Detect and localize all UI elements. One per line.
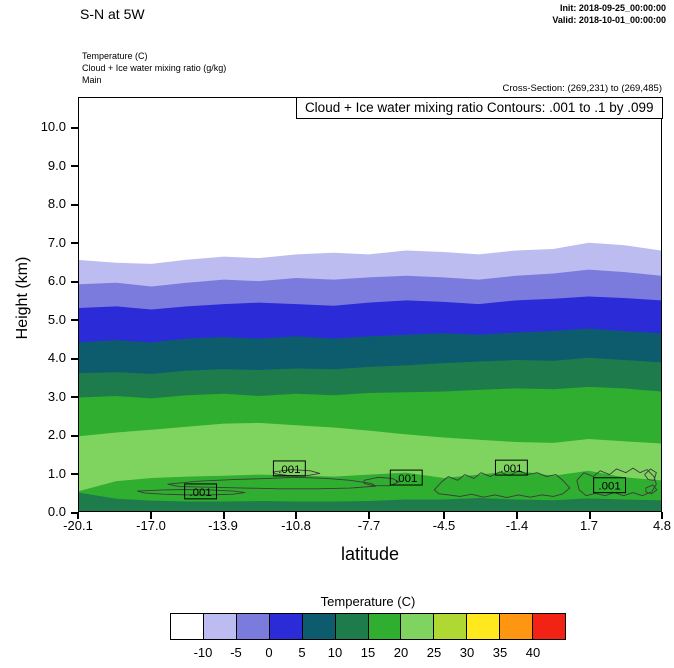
y-tick-mark (71, 127, 78, 129)
y-tick-label: 4.0 (47, 350, 66, 365)
colorbar-title: Temperature (C) (320, 594, 416, 609)
cloud-contour-label: .001 (500, 463, 522, 475)
y-tick-label: 10.0 (40, 119, 66, 134)
cross-section-plot: .001 .001 .001 .001 .001 Cloud + Ice water m… (78, 96, 663, 512)
colorbar-tick-label: -5 (230, 645, 242, 660)
y-tick-label: 8.0 (47, 196, 66, 211)
y-tick-mark (71, 512, 78, 514)
x-tick-label: -20.1 (63, 518, 93, 533)
cloud-contour-label-box (593, 477, 627, 494)
x-tick-label: -10.8 (281, 518, 311, 533)
colorbar-cell (269, 614, 303, 639)
colorbar-cell (434, 614, 468, 639)
cross-section-coords: Cross-Section: (269,231) to (269,485) (502, 83, 662, 94)
init-time: Init: 2018-09-25_00:00:00 (559, 3, 666, 13)
colorbar-tick-label: -10 (193, 645, 213, 660)
colorbar-cell (335, 614, 369, 639)
cloud-contour-line (645, 484, 658, 495)
x-tick-label: -17.0 (136, 518, 166, 533)
y-tick-label: 2.0 (47, 427, 66, 442)
colorbar-tick-label: 25 (426, 645, 442, 660)
x-tick-label: 4.8 (652, 518, 672, 533)
x-tick-mark (77, 512, 79, 519)
y-tick-mark (71, 473, 78, 475)
x-tick-label: -4.5 (432, 518, 456, 533)
x-tick-mark (516, 512, 518, 519)
colorbar-cell (236, 614, 270, 639)
x-tick-label: -1.4 (505, 518, 529, 533)
x-tick-label: -7.7 (357, 518, 381, 533)
y-tick-mark (71, 204, 78, 206)
colorbar-cell (302, 614, 336, 639)
colorbar-cell (203, 614, 237, 639)
y-tick-mark (71, 435, 78, 437)
cloud-contour-line (136, 489, 246, 496)
y-tick-mark (71, 165, 78, 167)
colorbar-tick-label: 20 (393, 645, 409, 660)
y-tick-label: 9.0 (47, 158, 66, 173)
contour-plot-svg: .001 .001 .001 .001 .001 (79, 98, 661, 511)
cloud-contour-label: .001 (598, 481, 620, 493)
y-tick-label: 7.0 (47, 235, 66, 250)
cloud-contour-label: .001 (278, 464, 300, 476)
plot-main-title: S-N at 5W (80, 6, 145, 22)
colorbar-cell (500, 614, 534, 639)
cloud-contour-line (576, 467, 657, 497)
temp-band-surface-layer-15C (79, 492, 661, 511)
cloud-contour-label-box (184, 483, 218, 500)
cloud-contour-line (644, 468, 657, 481)
colorbar-cell (533, 614, 566, 639)
y-tick-label: 0.0 (47, 504, 66, 519)
x-axis-label: latitude (340, 544, 400, 564)
valid-time: Valid: 2018-10-01_00:00:00 (552, 14, 666, 25)
cloud-contour-line (363, 476, 400, 487)
colorbar (170, 613, 566, 640)
colorbar-tick-label: 35 (492, 645, 508, 660)
x-tick-mark (661, 512, 663, 519)
x-tick-mark (589, 512, 591, 519)
cloud-contour-line (272, 469, 321, 477)
y-tick-mark (71, 319, 78, 321)
x-tick-mark (368, 512, 370, 519)
y-tick-label: 1.0 (47, 466, 66, 481)
x-tick-label: 1.7 (579, 518, 599, 533)
y-tick-mark (71, 396, 78, 398)
model-times: Init: 2018-09-25_00:00:00 Valid: 2018-10… (552, 3, 666, 26)
y-tick-mark (71, 281, 78, 283)
field-temperature-label: Temperature (C) (82, 51, 148, 61)
x-tick-mark (443, 512, 445, 519)
x-tick-mark (295, 512, 297, 519)
colorbar-tick-label: 15 (360, 645, 376, 660)
field-cloud-mixing-ratio-label: Cloud + Ice water mixing ratio (g/kg) (82, 63, 227, 74)
colorbar-cell (368, 614, 402, 639)
contour-interval-note: Cloud + Ice water mixing ratio Contours:… (295, 96, 663, 119)
x-tick-mark (223, 512, 225, 519)
y-tick-mark (71, 358, 78, 360)
cloud-contour-label-box (272, 460, 306, 477)
field-legend: Temperature (C) Cloud + Ice water mixing… (82, 50, 226, 86)
x-tick-mark (150, 512, 152, 519)
cloud-contour-label: .001 (395, 473, 417, 485)
colorbar-tick-label: 0 (265, 645, 273, 660)
domain-label: Main (82, 75, 102, 86)
y-tick-label: 3.0 (47, 389, 66, 404)
cloud-contour-label-box (494, 459, 528, 476)
colorbar-cell (467, 614, 501, 639)
cloud-contour-label-box (389, 469, 423, 486)
cloud-contour-label: .001 (189, 487, 211, 499)
colorbar-tick-label: 30 (459, 645, 475, 660)
x-tick-label: -13.9 (208, 518, 238, 533)
colorbar-cell (401, 614, 435, 639)
colorbar-cell (171, 614, 204, 639)
colorbar-tick-label: 5 (298, 645, 306, 660)
y-tick-label: 6.0 (47, 273, 66, 288)
colorbar-tick-label: 10 (327, 645, 343, 660)
y-tick-label: 5.0 (47, 312, 66, 327)
cloud-contour-line (433, 470, 571, 499)
y-tick-mark (71, 242, 78, 244)
colorbar-tick-label: 40 (525, 645, 541, 660)
cloud-contour-line (167, 476, 377, 490)
